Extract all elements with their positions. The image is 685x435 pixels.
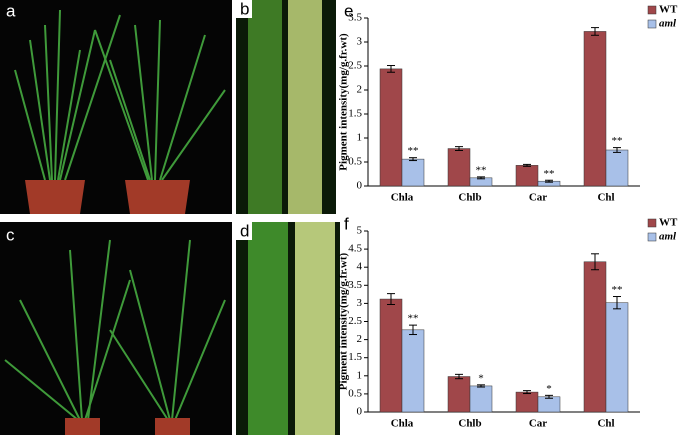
legend-swatch — [647, 232, 657, 242]
error-bar — [409, 324, 417, 336]
y-axis-label: Pigment intensity(mg/g.fr.wt) — [338, 33, 350, 171]
error-bar — [455, 146, 463, 151]
y-tick-label: 5 — [357, 225, 363, 237]
x-tick-label: Chla — [391, 418, 414, 430]
error-bar — [477, 176, 485, 180]
error-bar — [591, 27, 599, 36]
y-tick-label: 1 — [357, 369, 363, 381]
error-bar — [545, 394, 553, 399]
y-tick-label: 0 — [357, 180, 363, 192]
panel-label: e — [344, 1, 353, 20]
bar — [379, 68, 403, 187]
y-axis-label: Pigment intensity(mg/g.fr.wt) — [338, 252, 350, 390]
y-tick-label: 3 — [357, 297, 363, 309]
bar — [515, 165, 539, 187]
legend-swatch — [647, 218, 657, 228]
y-tick-label: 2.5 — [348, 60, 362, 72]
y-tick-label: 3.5 — [348, 279, 362, 291]
error-bar — [387, 65, 395, 73]
y-tick-label: 3 — [357, 36, 363, 48]
panel-label: c — [6, 225, 15, 244]
bar — [605, 302, 629, 413]
significance-label: * — [546, 383, 552, 395]
y-tick-label: 2 — [357, 333, 363, 345]
bar — [583, 31, 607, 187]
y-tick-label: 0.5 — [348, 387, 362, 399]
panel-label: d — [240, 221, 249, 240]
y-tick-label: 2 — [357, 84, 363, 96]
legend-label: WT — [659, 217, 678, 229]
y-tick-label: 4.5 — [348, 243, 362, 255]
y-tick-label: 0 — [357, 406, 363, 418]
y-tick-label: 4 — [357, 261, 363, 273]
x-tick-label: Chl — [597, 418, 614, 430]
legend-label: WT — [659, 4, 678, 16]
photo-a: a — [0, 0, 232, 214]
legend-label: aml — [659, 231, 677, 243]
bar — [537, 396, 561, 413]
error-bar — [409, 157, 417, 162]
bar — [401, 329, 425, 413]
photo-b: b — [236, 0, 336, 214]
y-tick-label: 1.5 — [348, 108, 362, 120]
significance-label: ** — [408, 145, 419, 157]
significance-label: ** — [544, 168, 555, 180]
x-tick-label: Car — [529, 418, 547, 430]
significance-label: * — [478, 372, 484, 384]
x-tick-label: Chlb — [458, 192, 481, 204]
y-tick-label: 1 — [357, 132, 363, 144]
y-tick-label: 3.5 — [348, 12, 362, 24]
significance-label: ** — [408, 313, 419, 325]
error-bar — [545, 179, 553, 183]
error-bar — [387, 293, 395, 305]
error-bar — [613, 296, 621, 310]
significance-label: ** — [612, 284, 623, 296]
x-tick-label: Car — [529, 192, 547, 204]
legend-label: aml — [659, 18, 677, 30]
legend-swatch — [647, 19, 657, 29]
bar — [515, 391, 539, 413]
error-bar — [477, 384, 485, 388]
photo-d: d — [236, 221, 340, 435]
y-tick-label: 1.5 — [348, 351, 362, 363]
bar — [379, 298, 403, 413]
panel-label: f — [344, 214, 349, 233]
significance-label: ** — [612, 135, 623, 147]
bar — [469, 385, 493, 413]
y-tick-label: 0.5 — [348, 156, 362, 168]
y-tick-label: 2.5 — [348, 315, 362, 327]
error-bar — [523, 163, 531, 167]
error-bar — [523, 390, 531, 395]
x-tick-label: Chl — [597, 192, 614, 204]
panel-label: a — [6, 1, 16, 20]
error-bar — [455, 373, 463, 380]
legend-swatch — [647, 5, 657, 15]
significance-label: ** — [476, 164, 487, 176]
bar — [447, 376, 471, 413]
photo-c: c — [0, 222, 232, 435]
x-tick-label: Chla — [391, 192, 414, 204]
panel-label: b — [240, 0, 249, 18]
x-tick-label: Chlb — [458, 418, 481, 430]
bar — [401, 158, 425, 187]
bar — [447, 148, 471, 187]
error-bar — [613, 147, 621, 153]
bar — [583, 261, 607, 413]
bar — [605, 149, 629, 187]
error-bar — [591, 253, 599, 271]
